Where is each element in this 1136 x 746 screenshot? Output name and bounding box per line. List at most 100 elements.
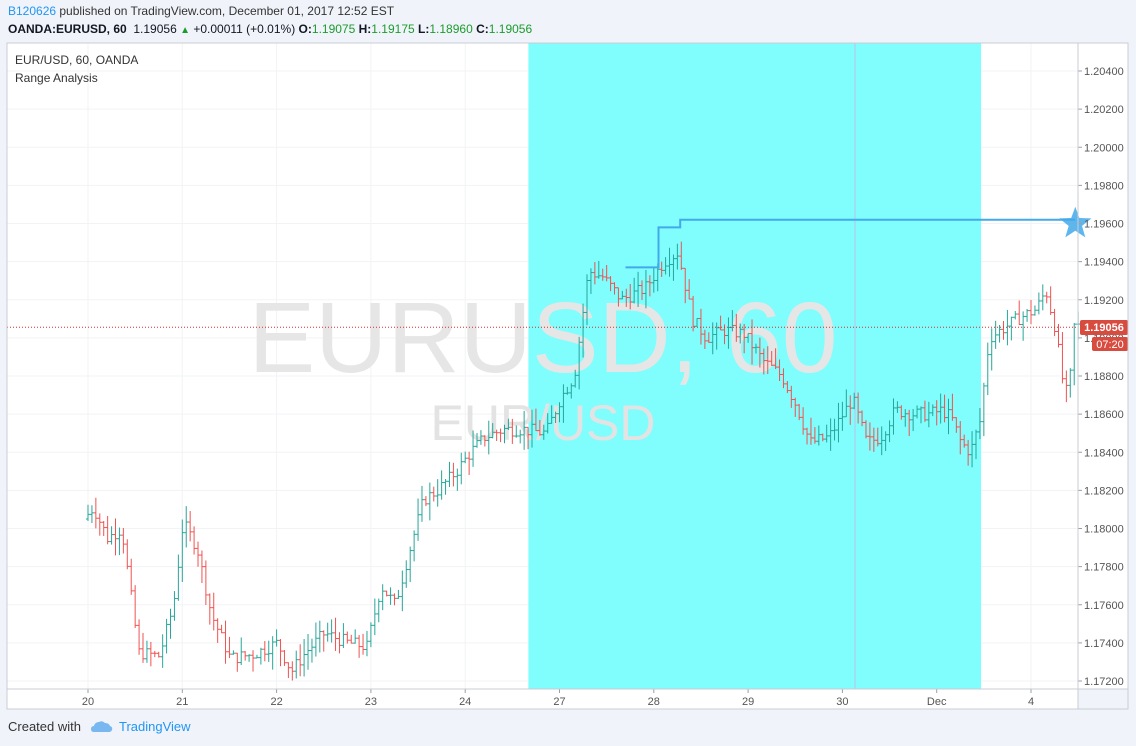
time-tick-label: 24 [459,696,471,708]
change-text: +0.00011 (+0.01%) [193,22,296,36]
ohlc-bar [141,632,146,663]
ohlc-bar [176,554,181,601]
ohlc-bar [738,323,743,344]
time-badge-text: 07:20 [1096,339,1124,351]
ohlc-bar [769,351,774,366]
watermark-main: EURUSD, 60 [248,282,837,394]
ohlc-bar [254,654,259,659]
ohlc-bar [109,526,114,545]
range-level-line [625,206,1092,269]
time-axis-background [7,689,1078,709]
watermark: EURUSD, 60 EUR/USD [248,282,837,451]
ohlc-bar [954,417,959,433]
ohlc-bar [349,634,354,644]
high-label: H: [358,22,372,36]
ohlc-bar [643,269,648,309]
ohlc-bar [777,359,782,381]
ohlc-bar [891,398,896,435]
ohlc-bar [494,429,499,442]
ohlc-bar [325,622,330,642]
ohlc-bar [565,386,570,395]
price-tick-label: 1.18000 [1084,524,1124,536]
time-badge-bg [1092,337,1128,351]
ohlc-bar [372,598,377,636]
ohlc-bar [899,405,904,420]
ohlc-bar [789,385,794,408]
ohlc-bar [321,630,326,652]
published-text: published on TradingView.com, December 0… [56,4,395,18]
ohlc-bar [832,418,837,441]
ohlc-bar [671,254,676,281]
price-tick-label: 1.18400 [1084,447,1124,459]
ohlc-bar [1013,311,1018,320]
ohlc-bar [384,590,389,597]
ohlc-bar [946,398,951,435]
ohlc-bar [1029,300,1033,325]
ohlc-bar [184,506,189,548]
ohlc-bar [443,479,448,495]
ohlc-bar [962,434,967,448]
ohlc-bar [867,422,872,451]
ohlc-bar [950,393,955,421]
high-value: 1.19175 [371,22,415,36]
range-level-path [625,218,1076,269]
ohlc-bar [498,428,503,443]
star-icon [1059,206,1092,238]
ohlc-bar [529,409,534,448]
ohlc-bar [812,427,817,444]
ohlc-bar [522,410,527,450]
ohlc-bar [875,427,880,447]
ohlc-bar [235,652,240,672]
ohlc-bar [879,426,884,456]
ohlc-bar [985,342,990,396]
price-axis-background [1078,43,1128,689]
price-badge: 1.19056 07:20 [1080,320,1128,351]
ohlc-bar [675,243,680,270]
ohlc-bar [824,424,829,443]
ohlc-bar [105,515,110,545]
ohlc-bar [180,519,185,583]
ohlc-bar [164,618,169,654]
indicator-label: Range Analysis [15,71,98,85]
ohlc-bar [911,408,916,432]
ohlc-bar [1064,370,1069,403]
ohlc-bar [329,619,334,643]
ohlc-bar [121,527,126,554]
ohlc-bar [600,268,605,281]
ohlc-bar [958,421,963,455]
range-highlight [528,43,982,689]
ohlc-bar [903,409,908,427]
ohlc-bar [997,324,1002,343]
ohlc-bar [101,520,106,537]
ohlc-bar [518,429,523,444]
time-tick-label: Dec [927,696,947,708]
ohlc-bar [502,424,507,444]
ohlc-bar [467,451,472,475]
price-tick-label: 1.19400 [1084,257,1124,269]
ohlc-bar [734,313,739,342]
ohlc-bar [573,369,578,388]
ohlc-bar [636,271,641,307]
ohlc-bar [856,392,861,424]
ohlc-bar [211,592,216,631]
ohlc-bar [86,504,90,521]
price-tick-label: 1.20400 [1084,66,1124,78]
ohlc-bar [683,267,688,304]
price-tick-label: 1.18200 [1084,485,1124,497]
ohlc-bar [805,427,810,445]
ohlc-bar [667,247,672,277]
ohlc-bar [659,261,664,277]
ohlc-bar [364,630,369,657]
price-axis[interactable]: 1.20400 1.20200 1.20000 1.19800 1.19600 1.194… [1078,66,1124,688]
ohlc-bar [612,282,617,295]
ohlc-bar [820,433,825,442]
ohlc-bar [687,279,692,300]
watermark-sub: EUR/USD [430,395,655,451]
ohlc-bar [1060,331,1065,384]
chart-id-link[interactable]: B120626 [8,4,57,18]
ohlc-bar [541,424,546,440]
tradingview-link[interactable]: TradingView [118,719,191,734]
time-axis[interactable]: 20 21 22 23 24 27 28 29 30 Dec 4 [82,689,1034,708]
ohlc-bar [808,417,813,445]
